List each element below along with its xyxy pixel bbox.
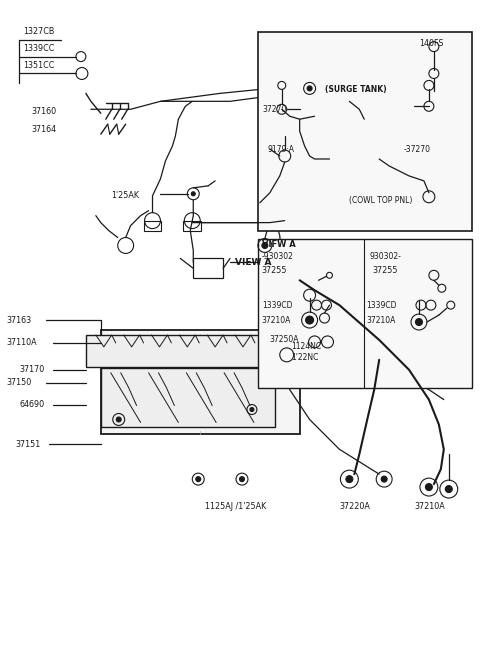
Text: 1351CC: 1351CC (23, 61, 55, 70)
Text: -37270: -37270 (404, 145, 431, 154)
Text: 37163: 37163 (6, 315, 32, 325)
Circle shape (307, 86, 312, 91)
Circle shape (240, 476, 244, 482)
Text: (COWL TOP PNL): (COWL TOP PNL) (349, 196, 413, 205)
Text: 37210A: 37210A (414, 503, 445, 511)
Text: 37160: 37160 (31, 107, 56, 116)
Ellipse shape (291, 273, 319, 287)
Text: (SURGE TANK): (SURGE TANK) (324, 85, 386, 94)
Text: 1327CB: 1327CB (23, 27, 55, 36)
Bar (193, 258, 223, 279)
Text: 37110A: 37110A (6, 338, 37, 348)
Text: 37164: 37164 (31, 125, 56, 133)
Text: 1125AJ /1'25AK: 1125AJ /1'25AK (205, 503, 266, 511)
Bar (86, 335, 305, 367)
Circle shape (250, 407, 254, 411)
Bar (258, 238, 472, 388)
Text: 37220A: 37220A (339, 503, 370, 511)
Circle shape (116, 417, 121, 422)
Ellipse shape (403, 275, 425, 286)
Text: 1339CD: 1339CD (366, 301, 397, 309)
Text: 37210A: 37210A (366, 315, 396, 325)
Text: 1339CD: 1339CD (262, 301, 292, 309)
Text: 37210A: 37210A (262, 315, 291, 325)
Bar (258, 32, 472, 231)
Bar (101, 368, 275, 428)
Bar (101, 330, 300, 434)
Circle shape (445, 486, 452, 493)
Text: 37150: 37150 (6, 378, 32, 387)
Text: 1'22NC: 1'22NC (292, 353, 319, 362)
Text: 9179·A: 9179·A (268, 145, 295, 154)
Text: 37250A: 37250A (270, 336, 300, 344)
Circle shape (416, 319, 422, 325)
Text: 930302-: 930302- (369, 252, 401, 261)
Circle shape (425, 484, 432, 491)
Text: VIEW A: VIEW A (235, 258, 272, 267)
Circle shape (346, 476, 353, 483)
Text: 37170: 37170 (19, 365, 45, 374)
Text: 64690: 64690 (19, 400, 45, 409)
Text: 37270: 37270 (263, 104, 287, 114)
Text: 1'25AK: 1'25AK (111, 191, 139, 200)
Circle shape (262, 242, 268, 248)
Circle shape (306, 316, 313, 324)
Bar (183, 221, 201, 231)
Text: VIFW A: VIFW A (262, 240, 296, 249)
Text: 140FS: 140FS (419, 39, 444, 48)
Circle shape (381, 476, 387, 482)
Text: 1124NC: 1124NC (292, 342, 322, 351)
Bar (144, 221, 161, 231)
Text: -930302: -930302 (262, 252, 294, 261)
Circle shape (196, 476, 201, 482)
Text: 1339CC: 1339CC (23, 44, 55, 53)
Text: 37255: 37255 (372, 266, 398, 275)
Text: 37151: 37151 (15, 440, 40, 449)
Text: 37255: 37255 (262, 266, 288, 275)
Circle shape (192, 192, 195, 196)
